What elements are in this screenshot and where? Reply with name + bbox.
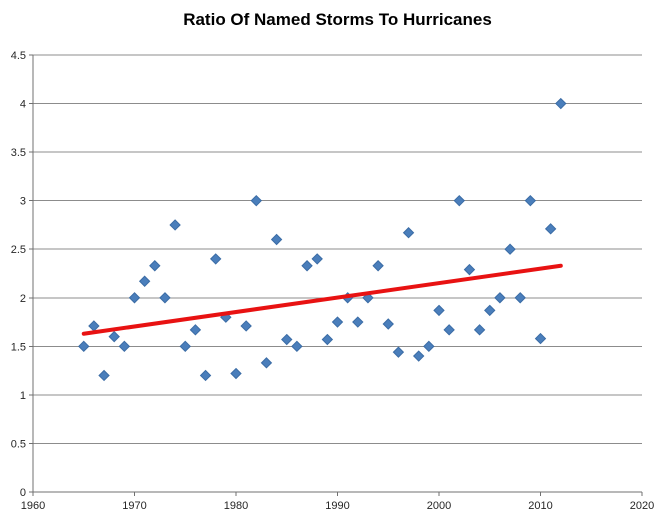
y-tick-label: 2: [20, 293, 26, 305]
data-point: [169, 219, 181, 231]
y-tick-label: 1: [20, 390, 26, 402]
data-point: [189, 324, 202, 336]
data-point: [270, 233, 283, 246]
y-tick-label: 0.5: [11, 438, 26, 450]
data-point: [544, 223, 557, 235]
x-tick-label: 2020: [630, 500, 654, 512]
data-point: [311, 253, 323, 265]
data-point: [291, 340, 303, 353]
data-point: [372, 260, 384, 272]
y-tick-label: 3: [20, 196, 26, 208]
data-point: [473, 324, 486, 336]
data-point: [138, 275, 151, 287]
y-tick-label: 4.5: [11, 50, 26, 62]
data-point: [108, 330, 120, 343]
data-point: [149, 260, 161, 272]
data-point: [301, 260, 313, 272]
trend-line: [81, 263, 563, 336]
data-point: [504, 243, 516, 255]
data-point: [412, 350, 425, 362]
chart-title: Ratio Of Named Storms To Hurricanes: [183, 10, 492, 29]
y-tick-label: 3.5: [11, 147, 26, 159]
data-point: [118, 340, 131, 353]
data-point: [321, 333, 334, 346]
y-tick-label: 0: [20, 487, 26, 499]
data-point: [199, 369, 212, 382]
y-tick-label: 4: [20, 99, 26, 111]
y-tick-label: 2.5: [11, 244, 26, 256]
data-point: [209, 253, 222, 265]
data-point: [555, 97, 567, 110]
data-point: [433, 304, 445, 317]
data-point: [240, 320, 252, 332]
x-tick-label: 2000: [427, 500, 451, 512]
data-point: [78, 340, 90, 353]
x-tick-label: 1960: [21, 500, 45, 512]
data-point: [230, 367, 242, 380]
data-point: [484, 304, 496, 317]
data-point: [524, 194, 537, 207]
data-point: [159, 292, 171, 304]
data-point: [260, 357, 273, 369]
data-point: [128, 292, 141, 304]
data-point: [98, 369, 110, 382]
x-tick-label: 1990: [325, 500, 349, 512]
data-point: [494, 292, 506, 304]
data-point: [463, 263, 476, 276]
data-point: [250, 194, 263, 207]
data-point: [331, 316, 344, 328]
data-point: [453, 194, 466, 207]
data-point: [392, 346, 405, 358]
x-tick-label: 1970: [122, 500, 146, 512]
data-point: [514, 292, 526, 304]
data-point: [352, 316, 364, 328]
data-point: [443, 324, 455, 336]
x-tick-label: 2010: [528, 500, 552, 512]
data-point: [88, 320, 100, 332]
y-tick-label: 1.5: [11, 341, 26, 353]
data-point: [423, 340, 435, 353]
data-point: [382, 318, 394, 330]
data-point: [179, 340, 191, 353]
data-point: [534, 332, 547, 345]
data-point: [402, 227, 415, 239]
x-tick-label: 1980: [224, 500, 248, 512]
data-point: [281, 333, 293, 346]
